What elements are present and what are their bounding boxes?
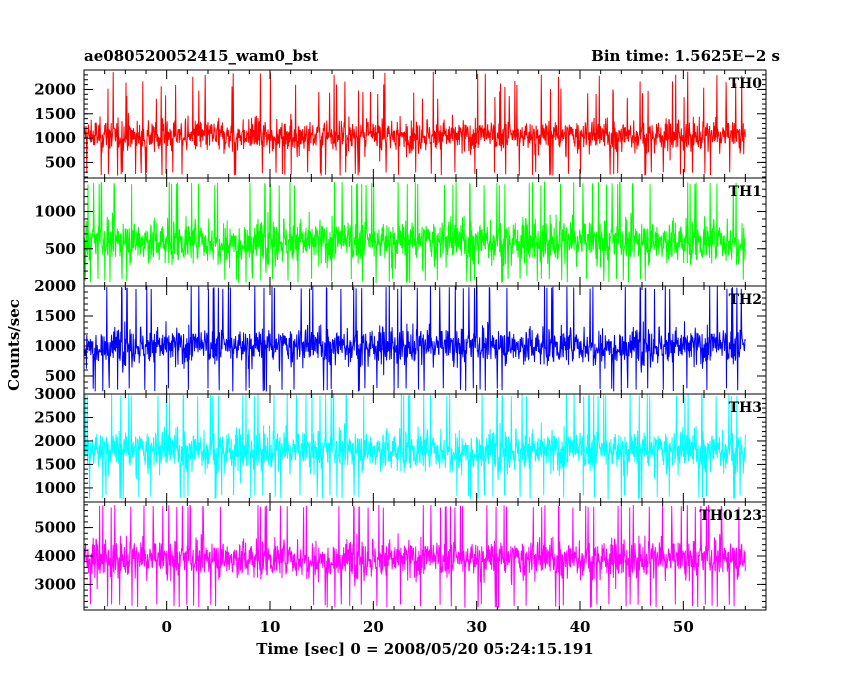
y-tick-label: 1500: [34, 307, 76, 325]
x-tick-label: 30: [466, 618, 487, 636]
panel-label-th3: TH3: [729, 400, 762, 416]
y-tick-label: 0: [66, 277, 76, 295]
panel-label-th0: TH0: [729, 76, 763, 92]
x-tick-label: 0: [161, 618, 171, 636]
panel-th0: 500 1000 1500 2000 TH0: [34, 69, 767, 179]
y-axis-label: Counts/sec: [5, 299, 23, 391]
panel-th1: 0 500 1000 TH1: [34, 177, 767, 295]
y-tick-label: 4000: [34, 547, 76, 565]
y-tick-label: 5000: [34, 519, 76, 537]
y-tick-label: 1000: [34, 337, 76, 355]
series-trace-th0123: [83, 504, 746, 608]
y-tick-label: 2000: [34, 432, 76, 450]
y-tick-label: 1500: [34, 455, 76, 473]
y-tick-label: 2000: [34, 277, 76, 295]
y-tick-label: 1000: [34, 479, 76, 497]
y-tick-label: 2500: [34, 408, 76, 426]
bin-time-label: Bin time: 1.5625E−2 s: [591, 47, 780, 65]
panel-th0123: 3000 4000 5000 TH0123: [34, 501, 767, 611]
panel-label-th1: TH1: [729, 184, 762, 200]
chart-title: ae080520052415_wam0_bst: [84, 47, 318, 65]
series-trace-th3: [83, 393, 746, 500]
y-tick-label: 3000: [34, 385, 76, 403]
series-trace-th2: [83, 286, 746, 392]
y-tick-label: 1000: [34, 129, 76, 147]
y-tick-label: 2000: [34, 80, 76, 98]
panel-th3: 1000 1500 2000 2500 3000 TH3: [34, 385, 767, 503]
series-trace-th1: [83, 181, 746, 284]
x-tick-label: 40: [570, 618, 591, 636]
y-tick-label: 500: [45, 367, 76, 385]
y-tick-label: 1500: [34, 105, 76, 123]
y-tick-label: 500: [45, 240, 76, 258]
x-axis-label: Time [sec] 0 = 2008/05/20 05:24:15.191: [256, 640, 593, 658]
panel-label-th2: TH2: [729, 292, 762, 308]
y-tick-label: 1000: [34, 203, 76, 221]
x-tick-label: 50: [673, 618, 694, 636]
x-tick-label: 20: [363, 618, 384, 636]
panel-th2: 500 1000 1500 2000 TH2: [34, 277, 767, 395]
x-tick-label: 10: [260, 618, 281, 636]
y-tick-label: 3000: [34, 575, 76, 593]
panel-label-th0123: TH0123: [699, 508, 762, 524]
series-trace-th0: [83, 71, 746, 176]
y-tick-label: 500: [45, 153, 76, 171]
